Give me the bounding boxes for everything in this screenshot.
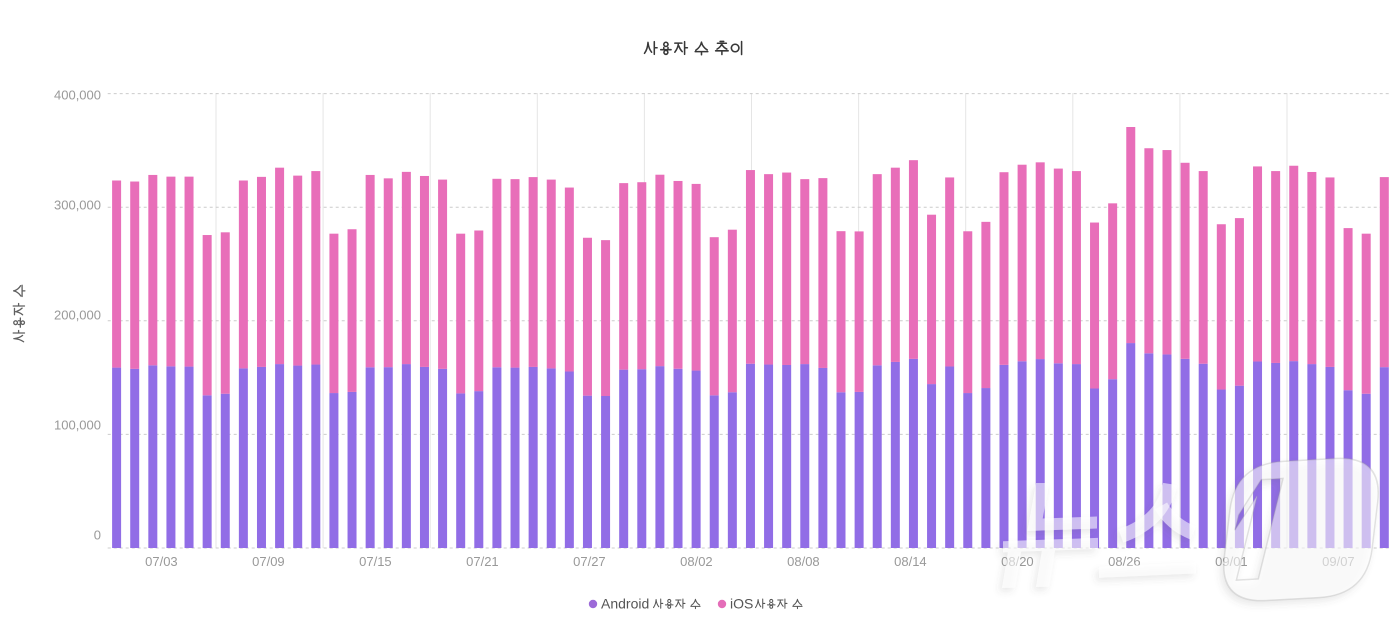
svg-text:07/27: 07/27 [573, 554, 606, 569]
svg-text:08/08: 08/08 [787, 554, 820, 569]
svg-text:0: 0 [94, 528, 101, 543]
svg-text:Android: Android [601, 596, 649, 612]
svg-text:200,000: 200,000 [54, 308, 101, 323]
svg-text:08/02: 08/02 [680, 554, 713, 569]
svg-text:07/09: 07/09 [252, 554, 285, 569]
svg-text:100,000: 100,000 [54, 418, 101, 433]
svg-text:07/03: 07/03 [145, 554, 178, 569]
svg-text:iOS: iOS [730, 596, 753, 612]
svg-text:300,000: 300,000 [54, 198, 101, 213]
svg-text:07/21: 07/21 [466, 554, 499, 569]
svg-text:08/14: 08/14 [894, 554, 927, 569]
svg-text:400,000: 400,000 [54, 88, 101, 103]
svg-text:07/15: 07/15 [359, 554, 392, 569]
